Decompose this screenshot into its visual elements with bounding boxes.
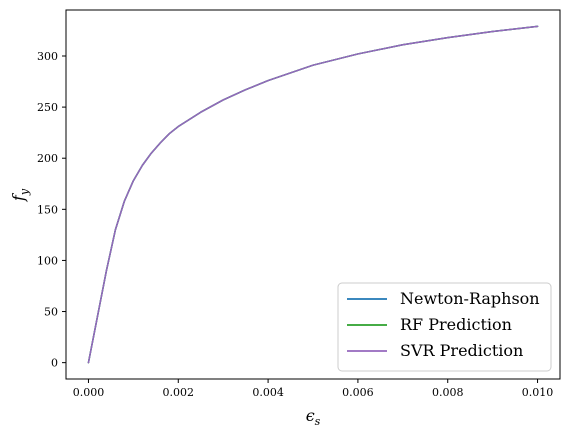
series-lines (87, 25, 539, 364)
x-axis-label-symbol: ϵ (306, 406, 315, 425)
legend: Newton-Raphson RF Prediction SVR Predictio… (337, 282, 552, 372)
x-axis-label: ϵs (306, 406, 321, 428)
y-tick-label: 100 (37, 254, 58, 267)
x-tick-label: 0.002 (163, 386, 195, 399)
y-axis-label: fy (9, 188, 31, 202)
y-tick-label: 0 (51, 357, 58, 370)
y-axis-ticks: 0 50 100 150 200 250 300 (37, 50, 66, 370)
x-tick-label: 0.000 (73, 386, 105, 399)
y-tick-label: 250 (37, 101, 58, 114)
x-axis-ticks: 0.000 0.002 0.004 0.006 0.008 0.010 (73, 379, 554, 399)
y-axis-label-symbol: f (9, 192, 28, 202)
legend-label-rf-prediction: RF Prediction (400, 315, 512, 334)
y-tick-label: 50 (44, 306, 58, 319)
y-axis-label-subscript: y (18, 188, 31, 196)
legend-entries: Newton-Raphson RF Prediction SVR Predictio… (347, 289, 540, 360)
x-tick-label: 0.004 (252, 386, 284, 399)
series-line-svr-prediction (87, 25, 539, 364)
x-tick-label: 0.008 (432, 386, 464, 399)
x-tick-label: 0.006 (342, 386, 374, 399)
y-tick-label: 300 (37, 50, 58, 63)
y-tick-label: 150 (37, 203, 58, 216)
legend-box (337, 282, 552, 372)
y-tick-label: 200 (37, 152, 58, 165)
legend-label-svr-prediction: SVR Prediction (400, 341, 523, 360)
legend-label-newton-raphson: Newton-Raphson (400, 289, 540, 308)
x-tick-label: 0.010 (522, 386, 554, 399)
x-axis-label-subscript: s (315, 415, 321, 428)
